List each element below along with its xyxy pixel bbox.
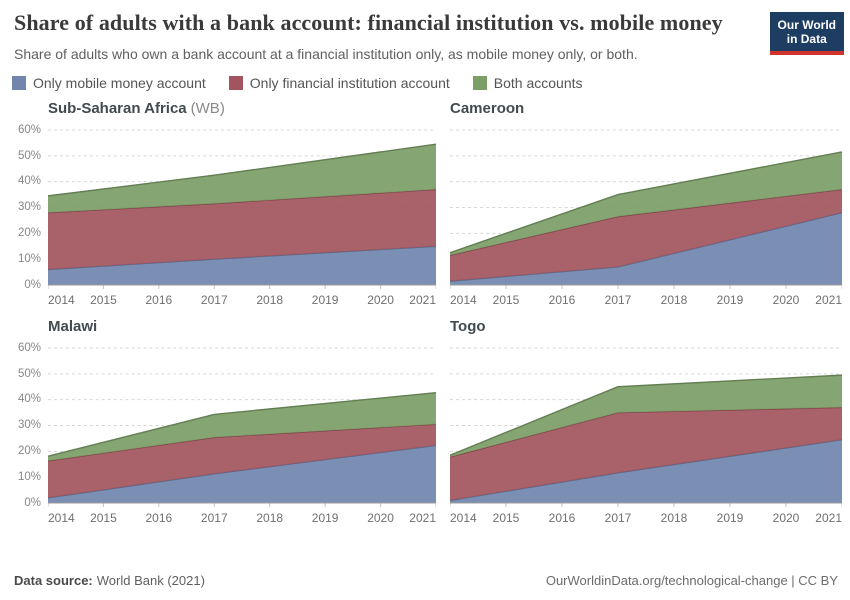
x-axis-labels: 2014 2015 2016 2017 2018 2019 2020 2021 [48,510,436,526]
y-tick-label: 40% [17,175,41,188]
y-axis-labels: 0% 10% 20% 30% 40% 50% 60% [12,124,48,291]
y-tick-label: 60% [17,341,41,354]
y-tick-label: 30% [17,201,41,214]
chart-panel-sub-saharan-africa: Sub-Saharan Africa (WB) 0% 10% 20% 30% 40% 50%… [12,100,436,308]
legend-label: Only mobile money account [33,74,206,91]
y-tick-label: 0% [24,278,41,291]
y-tick-label: 0% [24,496,41,509]
chart-panel-togo: Togo 2014 2015 2016 2017 2018 2019 2020 2021 [450,318,842,526]
legend-label: Both accounts [493,74,583,91]
x-tick-label: 2015 [492,292,520,307]
panel-title: Togo [450,317,486,335]
plot-area-sub-saharan-africa: 2014 2015 2016 2017 2018 2019 2020 2021 [48,124,436,308]
chart-subtitle: Share of adults who own a bank account a… [14,45,638,62]
legend-label: Only financial institution account [249,74,450,91]
x-tick-label: 2017 [604,292,632,307]
y-tick-label: 20% [17,227,41,240]
x-tick-label: 2019 [311,510,339,525]
x-tick-label: 2019 [716,292,744,307]
x-tick-label: 2020 [772,510,800,525]
y-tick-label: 20% [17,445,41,458]
legend-item-only-mobile-money-account: Only mobile money account [12,75,206,91]
x-tick-label: 2014 [48,292,75,307]
y-tick-label: 50% [17,367,41,380]
chart-legend: Only mobile money account Only financial … [0,75,850,91]
x-tick-label: 2017 [604,510,632,525]
y-tick-label: 40% [17,393,41,406]
x-tick-label: 2018 [256,292,284,307]
x-axis-labels: 2014 2015 2016 2017 2018 2019 2020 2021 [450,292,842,308]
y-tick-label: 10% [17,470,41,483]
y-axis-labels: 0% 10% 20% 30% 40% 50% 60% [12,342,48,509]
x-tick-label: 2020 [367,292,394,307]
x-tick-label: 2017 [200,510,228,525]
citation: OurWorldinData.org/technological-change … [545,573,838,588]
x-tick-label: 2016 [145,510,173,525]
x-tick-label: 2018 [660,510,688,525]
x-tick-label: 2021 [815,510,842,525]
x-tick-label: 2016 [548,510,576,525]
plot-area-togo: 2014 2015 2016 2017 2018 2019 2020 2021 [450,342,842,526]
x-tick-label: 2014 [48,510,75,525]
legend-swatch [228,75,243,90]
x-tick-label: 2020 [772,292,800,307]
x-tick-label: 2021 [409,510,436,525]
x-tick-label: 2020 [367,510,394,525]
panel-title: Sub-Saharan Africa (WB) [48,99,225,117]
x-tick-label: 2018 [256,510,284,525]
plot-area-cameroon: 2014 2015 2016 2017 2018 2019 2020 2021 [450,124,842,308]
panel-title: Malawi [48,317,98,335]
x-tick-label: 2015 [492,510,520,525]
owid-logo: Our World in Data [769,12,844,55]
x-tick-label: 2017 [200,292,228,307]
x-tick-label: 2015 [90,292,117,307]
legend-item-both-accounts: Both accounts [472,74,583,91]
legend-swatch [12,75,26,90]
legend-swatch [472,75,487,90]
chart-panel-cameroon: Cameroon 2014 2015 2016 2017 2018 2019 2020 202… [450,100,842,308]
owid-logo-line1: Our World [777,18,836,32]
x-tick-label: 2014 [450,292,477,307]
panel-title: Cameroon [450,99,525,117]
x-tick-label: 2015 [90,510,117,525]
charts-grid: Sub-Saharan Africa (WB) 0% 10% 20% 30% 40% 50%… [0,100,850,526]
owid-logo-line2: in Data [786,32,827,47]
x-tick-label: 2021 [409,292,436,307]
y-tick-label: 10% [17,252,41,265]
x-axis-labels: 2014 2015 2016 2017 2018 2019 2020 2021 [48,292,436,308]
x-tick-label: 2016 [145,292,173,307]
chart-panel-malawi: Malawi 0% 10% 20% 30% 40% 50% 60% 2014 2015 2016… [12,318,436,526]
x-tick-label: 2018 [660,292,688,307]
page-title: Share of adults with a bank account: fin… [14,10,723,35]
y-tick-label: 60% [17,123,41,136]
chart-header: Share of adults with a bank account: fin… [0,10,850,55]
x-tick-label: 2014 [450,510,477,525]
x-axis-labels: 2014 2015 2016 2017 2018 2019 2020 2021 [450,510,842,526]
legend-item-only-financial-institution-account: Only financial institution account [228,74,450,91]
x-tick-label: 2021 [815,292,842,307]
x-tick-label: 2016 [548,292,576,307]
data-source: Data source: World Bank (2021) [14,573,205,588]
plot-area-malawi: 2014 2015 2016 2017 2018 2019 2020 2021 [48,342,436,526]
y-tick-label: 30% [17,419,41,432]
chart-footer: Data source: World Bank (2021) OurWorldin… [0,573,850,588]
x-tick-label: 2019 [311,292,339,307]
y-tick-label: 50% [17,149,41,162]
x-tick-label: 2019 [716,510,744,525]
